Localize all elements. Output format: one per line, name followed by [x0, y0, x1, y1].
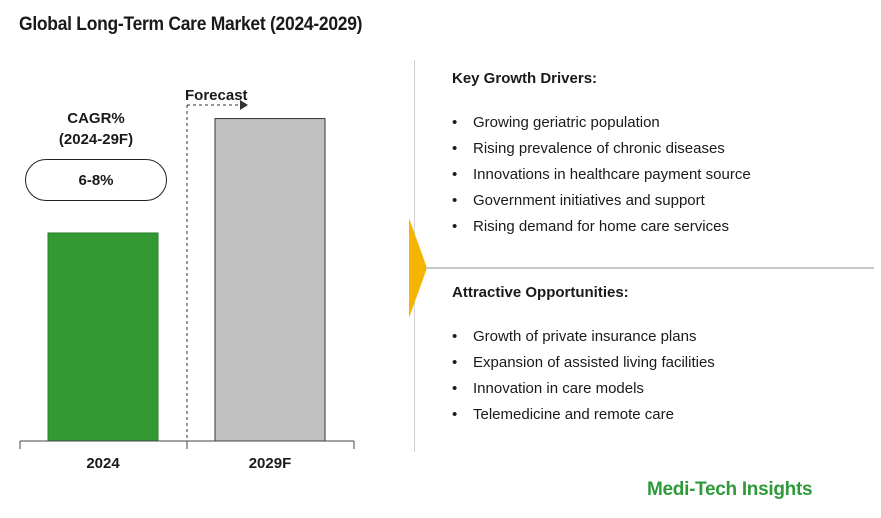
forecast-label: Forecast — [185, 87, 248, 104]
bar-2029f — [214, 118, 326, 442]
list-item: Government initiatives and support — [452, 188, 751, 214]
list-item: Expansion of assisted living facilities — [452, 350, 715, 376]
attractive-opportunities-section: Attractive Opportunities: Growth of priv… — [452, 284, 715, 428]
section-heading-opportunities: Attractive Opportunities: — [452, 284, 629, 301]
list-item: Innovations in healthcare payment source — [452, 162, 751, 188]
cagr-value-badge: 6-8% — [25, 159, 167, 201]
section-heading-drivers: Key Growth Drivers: — [452, 70, 598, 87]
x-tick-label-2029f: 2029F — [248, 455, 292, 472]
forecast-arrow-head — [240, 100, 248, 110]
cagr-label-line1: CAGR% — [67, 110, 125, 127]
section-divider — [426, 267, 874, 269]
page-title: Global Long-Term Care Market (2024-2029) — [19, 14, 363, 35]
list-item: Telemedicine and remote care — [452, 402, 715, 428]
key-growth-drivers-section: Key Growth Drivers: Growing geriatric po… — [452, 70, 751, 240]
x-tick-label-2024: 2024 — [86, 455, 120, 472]
opportunities-list: Growth of private insurance plans Expans… — [452, 324, 715, 428]
brand-logo-text: Medi-Tech Insights — [647, 479, 813, 500]
bar-chart — [19, 100, 355, 449]
list-item: Growth of private insurance plans — [452, 324, 715, 350]
list-item: Rising demand for home care services — [452, 214, 751, 240]
list-item: Growing geriatric population — [452, 110, 751, 136]
list-item: Innovation in care models — [452, 376, 715, 402]
drivers-list: Growing geriatric population Rising prev… — [452, 110, 751, 240]
bar-2024 — [47, 232, 159, 442]
list-item: Rising prevalence of chronic diseases — [452, 136, 751, 162]
cagr-label-line2: (2024-29F) — [58, 131, 134, 148]
chevron-right-icon — [409, 218, 427, 318]
cagr-label: CAGR% (2024-29F) — [40, 108, 152, 150]
